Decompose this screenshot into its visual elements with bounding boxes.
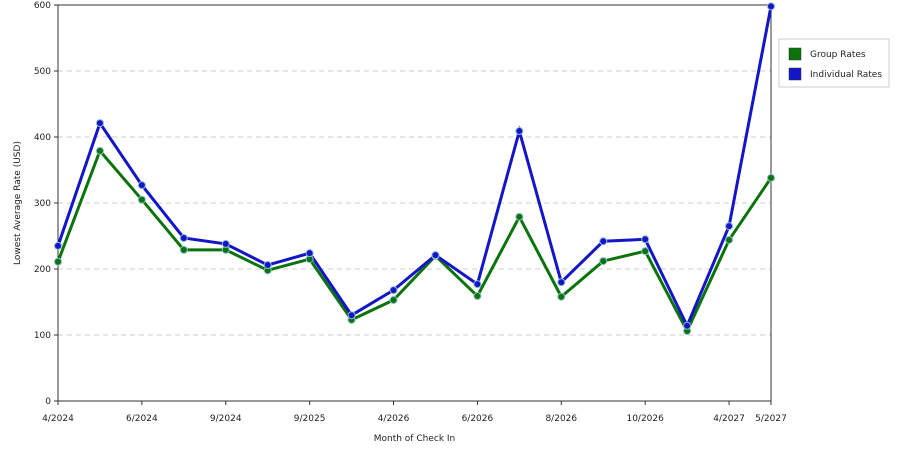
x-tick-label: 10/2026 [626, 414, 664, 424]
data-point [137, 181, 146, 190]
data-point [179, 233, 188, 242]
series-line [56, 147, 773, 335]
y-tick-label: 100 [34, 331, 51, 341]
x-tick-label: 8/2026 [545, 414, 577, 424]
data-point [54, 241, 62, 250]
data-point [179, 245, 188, 254]
data-point [95, 119, 104, 128]
data-point [515, 212, 524, 221]
x-tick-label: 9/2025 [294, 414, 326, 424]
y-tick-label: 0 [45, 397, 51, 407]
data-point [599, 237, 608, 246]
data-point [473, 280, 482, 289]
x-tick-label: 6/2024 [126, 414, 158, 424]
data-point [221, 239, 230, 248]
data-point [767, 2, 775, 11]
data-point [473, 292, 482, 301]
data-point [641, 235, 650, 244]
x-axis-title: Month of Check In [374, 434, 456, 444]
data-point [263, 261, 272, 270]
y-tick-label: 500 [34, 67, 51, 77]
x-tick-label: 9/2024 [210, 414, 242, 424]
data-point [641, 247, 650, 256]
data-point [515, 127, 524, 136]
data-point [347, 311, 356, 320]
data-point [305, 249, 314, 258]
y-axis-title: Lowest Average Rate (USD) [13, 141, 23, 265]
data-point [725, 222, 734, 231]
x-tick-label: 6/2026 [462, 414, 494, 424]
legend: Group Rates Individual Rates [778, 38, 890, 88]
data-point [557, 278, 566, 287]
data-point [137, 195, 146, 204]
legend-swatch [788, 47, 802, 61]
data-point [599, 257, 608, 266]
data-point [431, 251, 440, 260]
data-point [95, 146, 104, 155]
x-tick-label: 4/2027 [713, 414, 745, 424]
data-point [725, 235, 734, 244]
y-tick-label: 300 [34, 199, 51, 209]
data-point [54, 257, 62, 266]
legend-label: Group Rates [810, 50, 866, 60]
x-tick-label: 5/2027 [755, 414, 787, 424]
y-tick-label: 200 [34, 265, 51, 275]
y-tick-label: 600 [34, 1, 51, 11]
data-point [557, 292, 566, 301]
data-point [767, 173, 775, 182]
data-point [683, 321, 692, 330]
y-tick-label: 400 [34, 133, 51, 143]
data-point [389, 296, 398, 305]
legend-label: Individual Rates [810, 70, 882, 80]
x-tick-label: 4/2024 [42, 414, 74, 424]
data-point [389, 286, 398, 295]
legend-swatch [788, 67, 802, 81]
series-line [56, 6, 773, 330]
x-tick-label: 4/2026 [378, 414, 410, 424]
